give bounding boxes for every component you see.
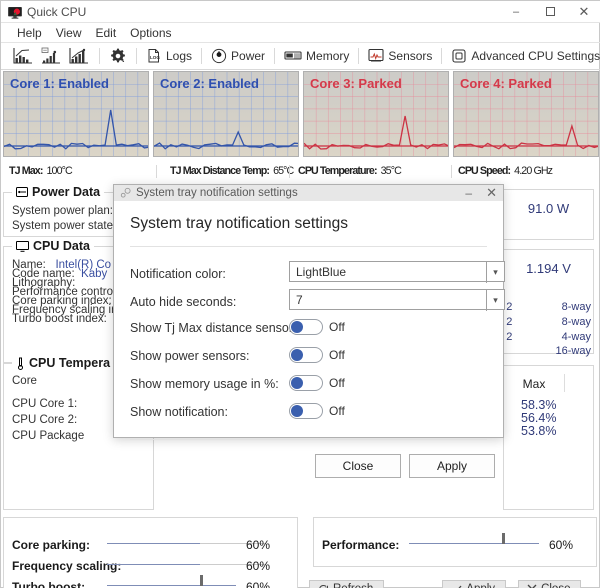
svg-text:LOG: LOG (150, 55, 160, 60)
